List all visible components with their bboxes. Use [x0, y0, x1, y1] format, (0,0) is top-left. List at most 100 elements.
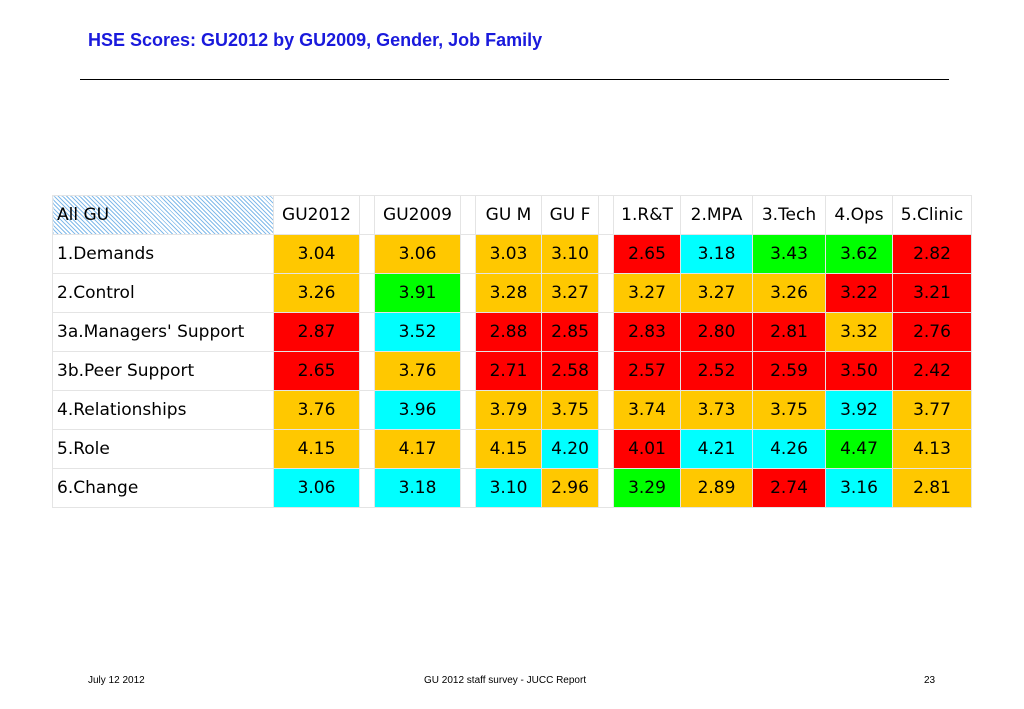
column-spacer	[460, 273, 476, 313]
column-spacer	[460, 195, 476, 235]
score-cell: 2.85	[541, 312, 599, 352]
column-spacer	[598, 351, 614, 391]
column-header: GU M	[475, 195, 542, 235]
score-cell: 2.57	[613, 351, 681, 391]
score-cell: 2.71	[475, 351, 542, 391]
hse-score-table: All GU GU2012 GU2009 GU M GU F 1.R&T 2.MPA 3.Te…	[52, 195, 972, 508]
score-cell: 3.62	[825, 234, 893, 274]
column-header: 2.MPA	[680, 195, 753, 235]
row-label: 5.Role	[52, 429, 274, 469]
column-spacer	[598, 312, 614, 352]
table-row: 3a.Managers' Support 2.87 3.52 2.88 2.85 2.83…	[52, 312, 972, 352]
score-cell: 3.18	[374, 468, 461, 508]
column-spacer	[460, 312, 476, 352]
score-cell: 3.76	[374, 351, 461, 391]
score-cell: 3.76	[273, 390, 360, 430]
table-row: 4.Relationships 3.76 3.96 3.79 3.75 3.74 3.73 3…	[52, 390, 972, 430]
column-spacer	[359, 312, 375, 352]
table-header-row: All GU GU2012 GU2009 GU M GU F 1.R&T 2.MPA 3.Te…	[52, 195, 972, 235]
score-cell: 3.79	[475, 390, 542, 430]
column-spacer	[598, 273, 614, 313]
score-cell: 3.22	[825, 273, 893, 313]
score-cell: 4.01	[613, 429, 681, 469]
score-cell: 2.96	[541, 468, 599, 508]
column-spacer	[598, 390, 614, 430]
table-row: 5.Role 4.15 4.17 4.15 4.20 4.01 4.21 4.26 4.47 4.…	[52, 429, 972, 469]
footer-report-name: GU 2012 staff survey - JUCC Report	[424, 675, 587, 686]
score-cell: 3.06	[374, 234, 461, 274]
score-cell: 3.27	[613, 273, 681, 313]
score-cell: 2.42	[892, 351, 972, 391]
score-cell: 2.81	[752, 312, 826, 352]
row-label: 1.Demands	[52, 234, 274, 274]
column-spacer	[460, 390, 476, 430]
slide-title: HSE Scores: GU2012 by GU2009, Gender, Jo…	[88, 30, 543, 50]
score-cell: 2.74	[752, 468, 826, 508]
column-spacer	[598, 468, 614, 508]
score-cell: 4.17	[374, 429, 461, 469]
score-cell: 4.47	[825, 429, 893, 469]
column-spacer	[359, 390, 375, 430]
score-cell: 3.29	[613, 468, 681, 508]
score-cell: 4.21	[680, 429, 753, 469]
table-row: 3b.Peer Support 2.65 3.76 2.71 2.58 2.57 2.52 2…	[52, 351, 972, 391]
score-cell: 3.75	[541, 390, 599, 430]
column-header: 5.Clinic	[892, 195, 972, 235]
corner-label: All GU	[52, 195, 274, 235]
score-cell: 3.10	[475, 468, 542, 508]
score-cell: 4.15	[475, 429, 542, 469]
score-cell: 3.21	[892, 273, 972, 313]
score-cell: 3.75	[752, 390, 826, 430]
title-divider	[80, 79, 949, 80]
score-cell: 2.87	[273, 312, 360, 352]
score-cell: 3.96	[374, 390, 461, 430]
row-label: 3a.Managers' Support	[52, 312, 274, 352]
column-spacer	[359, 273, 375, 313]
column-header: GU2009	[374, 195, 461, 235]
score-cell: 2.65	[613, 234, 681, 274]
table-row: 2.Control 3.26 3.91 3.28 3.27 3.27 3.27 3.26 3.2…	[52, 273, 972, 313]
score-cell: 3.50	[825, 351, 893, 391]
table-row: 1.Demands 3.04 3.06 3.03 3.10 2.65 3.18 3.43 3.6…	[52, 234, 972, 274]
score-cell: 4.26	[752, 429, 826, 469]
column-spacer	[359, 468, 375, 508]
score-cell: 2.83	[613, 312, 681, 352]
score-cell: 3.27	[541, 273, 599, 313]
score-cell: 2.65	[273, 351, 360, 391]
score-cell: 3.77	[892, 390, 972, 430]
column-header: GU2012	[273, 195, 360, 235]
score-cell: 3.73	[680, 390, 753, 430]
row-label: 3b.Peer Support	[52, 351, 274, 391]
score-cell: 3.52	[374, 312, 461, 352]
score-cell: 2.76	[892, 312, 972, 352]
score-cell: 2.81	[892, 468, 972, 508]
score-cell: 3.28	[475, 273, 542, 313]
score-cell: 3.26	[752, 273, 826, 313]
score-cell: 3.18	[680, 234, 753, 274]
score-cell: 2.80	[680, 312, 753, 352]
table-row: 6.Change 3.06 3.18 3.10 2.96 3.29 2.89 2.74 3.16…	[52, 468, 972, 508]
score-cell: 3.26	[273, 273, 360, 313]
column-spacer	[359, 429, 375, 469]
row-label: 6.Change	[52, 468, 274, 508]
score-cell: 2.59	[752, 351, 826, 391]
column-header: 3.Tech	[752, 195, 826, 235]
score-cell: 3.10	[541, 234, 599, 274]
score-cell: 3.03	[475, 234, 542, 274]
row-label: 2.Control	[52, 273, 274, 313]
score-cell: 2.89	[680, 468, 753, 508]
column-spacer	[359, 195, 375, 235]
score-cell: 3.27	[680, 273, 753, 313]
score-cell: 3.04	[273, 234, 360, 274]
column-spacer	[460, 234, 476, 274]
column-header: 4.Ops	[825, 195, 893, 235]
score-cell: 2.82	[892, 234, 972, 274]
column-header: GU F	[541, 195, 599, 235]
column-spacer	[598, 429, 614, 469]
column-header: 1.R&T	[613, 195, 681, 235]
column-spacer	[598, 195, 614, 235]
score-cell: 2.52	[680, 351, 753, 391]
row-label: 4.Relationships	[52, 390, 274, 430]
score-cell: 3.43	[752, 234, 826, 274]
score-cell: 2.58	[541, 351, 599, 391]
